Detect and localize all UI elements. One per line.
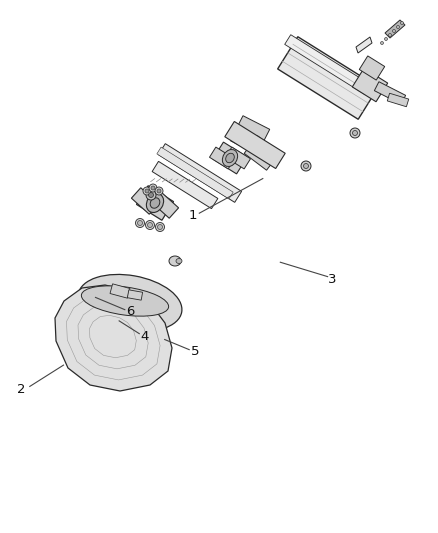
Circle shape xyxy=(145,189,149,193)
Polygon shape xyxy=(152,192,179,218)
Polygon shape xyxy=(352,68,388,102)
Circle shape xyxy=(389,34,392,36)
Circle shape xyxy=(148,192,153,198)
Text: 1: 1 xyxy=(188,209,197,222)
Ellipse shape xyxy=(304,164,308,168)
Circle shape xyxy=(149,184,157,192)
Ellipse shape xyxy=(135,219,145,228)
Text: 6: 6 xyxy=(126,305,135,318)
Ellipse shape xyxy=(150,198,160,208)
Ellipse shape xyxy=(138,221,142,225)
Ellipse shape xyxy=(78,274,182,332)
Polygon shape xyxy=(226,147,251,169)
Ellipse shape xyxy=(176,259,182,263)
Circle shape xyxy=(151,186,155,190)
Polygon shape xyxy=(131,188,159,214)
Text: 3: 3 xyxy=(328,273,336,286)
Circle shape xyxy=(146,190,156,200)
Ellipse shape xyxy=(155,222,165,231)
Ellipse shape xyxy=(145,221,155,230)
Ellipse shape xyxy=(301,161,311,171)
Polygon shape xyxy=(230,116,270,154)
Text: 2: 2 xyxy=(17,383,25,395)
Ellipse shape xyxy=(226,154,234,163)
Polygon shape xyxy=(356,37,372,53)
Ellipse shape xyxy=(81,286,169,316)
Text: 5: 5 xyxy=(191,345,199,358)
Circle shape xyxy=(385,37,388,41)
Polygon shape xyxy=(55,285,172,391)
Ellipse shape xyxy=(146,193,164,213)
Polygon shape xyxy=(213,142,247,174)
Ellipse shape xyxy=(169,256,181,266)
Polygon shape xyxy=(385,20,405,38)
Ellipse shape xyxy=(350,128,360,138)
Polygon shape xyxy=(244,136,280,170)
Polygon shape xyxy=(285,35,371,95)
Polygon shape xyxy=(225,122,285,168)
Polygon shape xyxy=(127,290,143,300)
Ellipse shape xyxy=(223,150,237,166)
Polygon shape xyxy=(209,147,234,169)
Circle shape xyxy=(396,26,399,28)
Circle shape xyxy=(400,21,403,25)
Polygon shape xyxy=(157,147,233,199)
Text: 4: 4 xyxy=(140,330,149,343)
Circle shape xyxy=(157,189,161,193)
Polygon shape xyxy=(278,37,378,119)
Ellipse shape xyxy=(148,222,152,228)
Circle shape xyxy=(155,187,163,195)
Polygon shape xyxy=(374,82,406,104)
Ellipse shape xyxy=(353,131,357,135)
Polygon shape xyxy=(159,143,242,203)
Polygon shape xyxy=(359,56,385,80)
Polygon shape xyxy=(387,93,409,107)
Polygon shape xyxy=(110,284,130,298)
Polygon shape xyxy=(152,161,218,208)
Circle shape xyxy=(381,42,384,44)
Polygon shape xyxy=(137,185,173,220)
Circle shape xyxy=(392,29,396,33)
Circle shape xyxy=(143,187,151,195)
Ellipse shape xyxy=(158,224,162,230)
